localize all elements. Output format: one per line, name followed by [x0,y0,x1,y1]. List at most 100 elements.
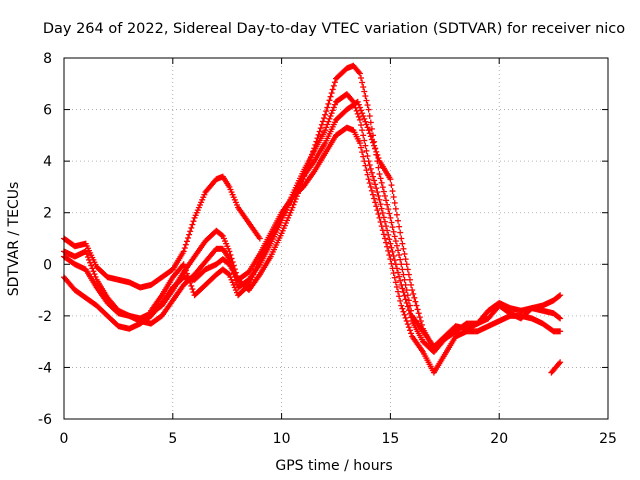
data-point [401,292,408,299]
data-point [360,153,367,160]
data-point [187,228,194,235]
data-point [362,162,369,169]
data-point [368,125,375,132]
data-point [399,266,406,273]
data-point [401,276,408,283]
data-point [372,145,379,152]
data-point [387,214,394,221]
data-point [403,261,410,268]
data-point [389,248,396,255]
data-point [361,115,368,122]
data-point [359,127,366,134]
data-point [368,169,375,176]
data-point [392,205,399,212]
data-point [226,248,233,255]
data-point [366,180,373,187]
data-point [410,290,417,297]
data-point [387,256,394,263]
data-point [391,274,398,281]
data-point [181,264,188,271]
data-point [356,116,363,123]
data-point [183,270,190,277]
data-point [406,327,413,334]
data-point [383,197,390,204]
data-point [366,113,373,120]
data-point [182,241,189,248]
data-point [398,302,405,309]
grid [64,58,608,419]
y-axis-label: SDTVAR / TECUs [6,182,22,297]
data-point [392,238,399,245]
data-point [418,321,425,328]
data-point [359,79,366,86]
data-point [415,310,422,317]
data-point [185,234,192,241]
data-point [359,110,366,117]
data-point [185,273,192,280]
data-point [401,311,408,318]
y-tick-label: 0 [43,257,52,273]
data-point [91,271,98,278]
data-point [316,128,323,135]
data-point [384,201,391,208]
data-point [557,359,564,366]
data-point [363,147,370,154]
plot-frame [63,57,609,420]
data-point [329,86,336,93]
data-point [402,256,409,263]
data-point [180,261,187,268]
data-point [256,235,263,242]
data-point [364,171,371,178]
data-point [186,231,193,238]
data-point [395,288,402,295]
data-point [363,97,370,104]
data-point [405,307,412,314]
data-point [186,276,193,283]
data-point [372,181,379,188]
data-point [360,132,367,139]
data-point [374,151,381,158]
data-point [324,121,331,128]
data-point [408,314,415,321]
data-point [380,188,387,195]
data-point [356,104,363,111]
data-point [365,106,372,113]
data-point [403,318,410,325]
data-point [329,107,336,114]
data-point [189,286,196,293]
data-point [377,201,384,208]
data-point [322,127,329,134]
data-point [385,206,392,213]
data-point [395,217,402,224]
data-point [390,228,397,235]
x-tick-label: 5 [168,431,177,447]
data-point [354,110,361,117]
data-point [397,256,404,263]
data-point [363,167,370,174]
data-point [87,259,94,266]
data-point [331,79,338,86]
data-point [355,113,362,120]
data-point [321,115,328,122]
data-point [319,118,326,125]
data-point [376,196,383,203]
data-point [384,243,391,250]
data-point [378,179,385,186]
data-point [556,360,563,367]
data-point [190,218,197,225]
data-point [386,236,393,243]
data-point [406,310,413,317]
data-point [366,130,373,137]
data-point [362,118,369,125]
data-point [330,104,337,111]
data-point [182,267,189,274]
data-point [414,306,421,313]
chart-title: Day 264 of 2022, Sidereal Day-to-day VTE… [43,21,625,37]
data-point [388,260,395,267]
data-point [86,256,93,263]
data-point [326,115,333,122]
data-point [389,224,396,231]
data-point [365,176,372,183]
data-point [408,330,415,337]
data-point [389,188,396,195]
